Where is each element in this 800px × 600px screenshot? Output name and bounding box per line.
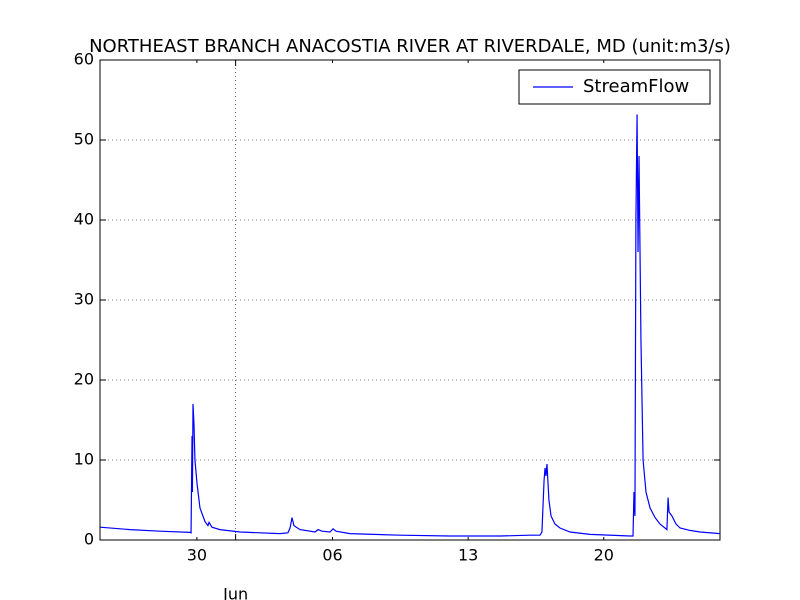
x-tick-label: 30 [187,546,207,565]
chart-title: NORTHEAST BRANCH ANACOSTIA RIVER AT RIVE… [89,36,731,57]
y-tick-label: 20 [74,370,94,389]
plot-frame [99,59,721,541]
x-major-tick-label: Jun [222,585,248,600]
y-tick-label: 40 [74,210,94,229]
y-tick-label: 30 [74,290,94,309]
y-tick-label: 60 [74,50,94,69]
y-tick-label: 0 [84,530,94,549]
x-tick-label: 13 [458,546,478,565]
y-tick-label: 50 [74,130,94,149]
y-tick-label: 10 [74,450,94,469]
legend-label: StreamFlow [583,76,689,97]
x-tick-label: 06 [322,546,342,565]
x-tick-label: 20 [594,546,614,565]
line-series [99,114,721,537]
